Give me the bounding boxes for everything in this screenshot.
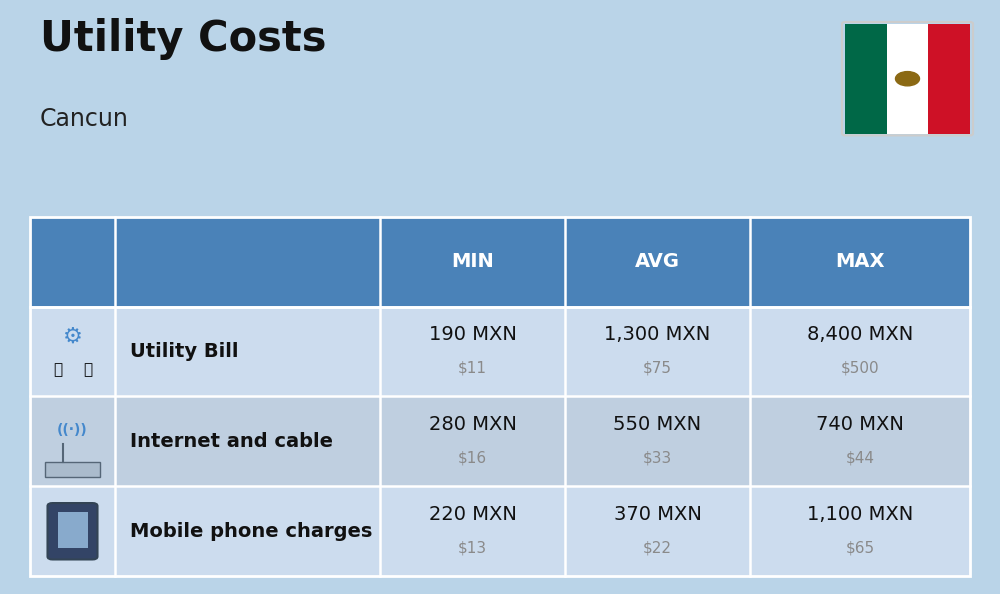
FancyBboxPatch shape (48, 503, 98, 560)
Bar (45, 462, 100, 477)
Text: 1,100 MXN: 1,100 MXN (807, 505, 913, 524)
Text: 220 MXN: 220 MXN (429, 505, 516, 524)
Text: 740 MXN: 740 MXN (816, 415, 904, 434)
Text: $65: $65 (845, 541, 875, 555)
Bar (928, 24, 970, 134)
Text: 🔋: 🔋 (53, 362, 62, 377)
Text: $75: $75 (643, 361, 672, 376)
Bar (30, 217, 970, 307)
Bar (30, 217, 970, 576)
Circle shape (896, 71, 920, 86)
Bar (30, 486, 970, 576)
Bar (845, 24, 887, 134)
Text: MIN: MIN (451, 252, 494, 271)
Text: Mobile phone charges: Mobile phone charges (130, 522, 372, 541)
Bar (30, 397, 970, 486)
Bar (887, 24, 928, 134)
Text: $500: $500 (841, 361, 879, 376)
Text: 550 MXN: 550 MXN (613, 415, 702, 434)
Text: ⚙: ⚙ (63, 327, 83, 347)
Text: AVG: AVG (635, 252, 680, 271)
Text: ((·)): ((·)) (57, 422, 88, 437)
Text: $16: $16 (458, 450, 487, 466)
Text: 🔌: 🔌 (83, 362, 92, 377)
Text: Internet and cable: Internet and cable (130, 432, 333, 451)
Text: $13: $13 (458, 541, 487, 555)
Bar (58, 512, 88, 548)
Text: $33: $33 (643, 450, 672, 466)
Text: $11: $11 (458, 361, 487, 376)
Text: Cancun: Cancun (40, 107, 129, 131)
Text: Utility Bill: Utility Bill (130, 342, 239, 361)
Text: 370 MXN: 370 MXN (614, 505, 701, 524)
Text: Utility Costs: Utility Costs (40, 18, 326, 60)
Text: 280 MXN: 280 MXN (429, 415, 516, 434)
Text: $22: $22 (643, 541, 672, 555)
Text: 1,300 MXN: 1,300 MXN (604, 326, 711, 345)
Text: $44: $44 (846, 450, 874, 466)
Text: 8,400 MXN: 8,400 MXN (807, 326, 913, 345)
Bar (30, 307, 970, 397)
Text: 190 MXN: 190 MXN (429, 326, 516, 345)
Text: MAX: MAX (835, 252, 885, 271)
